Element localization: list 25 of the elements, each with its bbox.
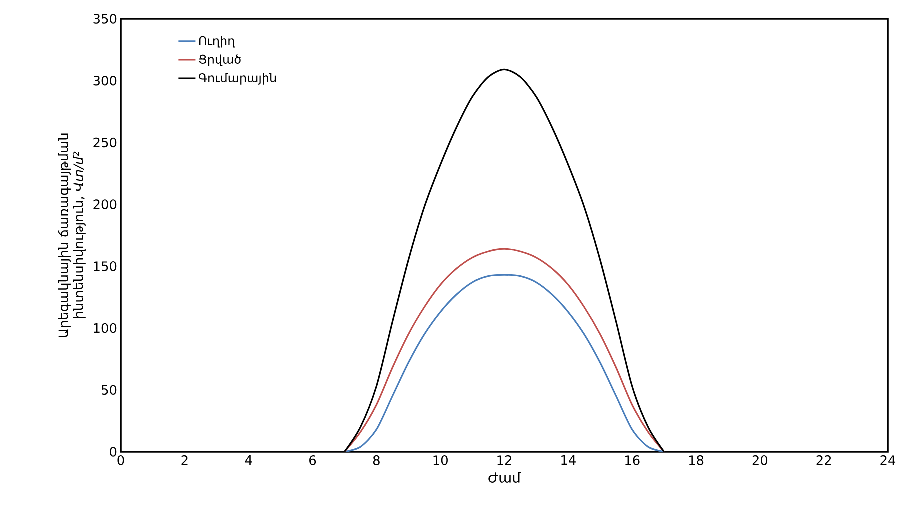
- x-tick-label: 8: [373, 456, 380, 466]
- x-tick-label: 22: [816, 456, 832, 466]
- y-tick-label: 250: [94, 138, 117, 148]
- x-tick-label: 0: [118, 456, 124, 466]
- x-tick-label: 10: [434, 456, 448, 466]
- x-tick-label: 2: [182, 456, 188, 466]
- y-tick-label: 300: [94, 76, 117, 86]
- x-tick-label: 18: [689, 456, 704, 466]
- x-tick-label: 4: [245, 456, 252, 465]
- y-tick-label: 150: [94, 262, 117, 272]
- y-tick-label: 200: [94, 200, 117, 210]
- x-tick-label: 16: [626, 456, 640, 466]
- y-tick-label: 0: [110, 447, 117, 457]
- legend-label: Ուղիղ: [200, 36, 236, 48]
- x-tick-label: 12: [498, 456, 512, 466]
- x-tick-label: 6: [310, 456, 316, 466]
- y-tick-label: 350: [94, 14, 117, 24]
- x-axis-title: Ժամ: [488, 472, 522, 483]
- x-tick-label: 20: [752, 456, 768, 466]
- legend-label: Ցրված: [199, 54, 241, 66]
- x-tick-label: 24: [880, 456, 896, 466]
- y-tick-label: 50: [102, 385, 117, 396]
- y-tick-label: 100: [94, 323, 117, 334]
- x-tick-label: 14: [562, 456, 576, 465]
- legend-label: Գումարային: [199, 73, 276, 85]
